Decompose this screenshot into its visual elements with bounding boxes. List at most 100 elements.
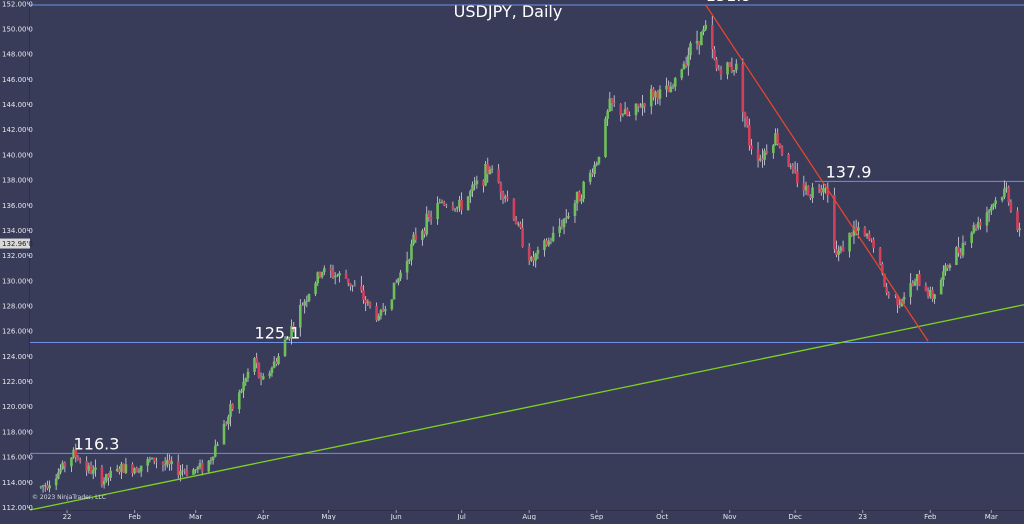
candle-body [560, 226, 564, 228]
x-tick-label: 22 [63, 513, 72, 520]
candle-body [399, 272, 402, 279]
candle-body [824, 187, 827, 189]
candle-body [974, 225, 978, 229]
candle-body [990, 206, 993, 211]
candle-body [957, 247, 960, 253]
candle-body [654, 91, 657, 98]
candle-body [322, 268, 326, 273]
candle-body [741, 63, 745, 112]
candle-body [948, 264, 952, 268]
x-tick-label: Oct [656, 513, 668, 520]
candle-body [532, 256, 535, 261]
candle-body [102, 480, 106, 485]
candle-body [440, 202, 444, 204]
candle-body [183, 470, 187, 472]
candle-body [482, 180, 485, 186]
level-label: 151.9 [706, 0, 752, 5]
candle-body [43, 484, 47, 486]
y-tick-label: 120.00'0 [2, 403, 33, 411]
candle-body [362, 290, 365, 300]
candle-body [381, 309, 385, 312]
candle-body [591, 172, 594, 175]
y-tick-label: 132.00'0 [2, 252, 33, 260]
y-tick-label: 152.00'0 [2, 0, 33, 8]
candle-body [802, 183, 806, 191]
candle-body [852, 227, 856, 236]
horizontal-levels [30, 4, 1024, 454]
candle-body [972, 225, 976, 233]
candle-body [636, 103, 640, 107]
candle-body [837, 250, 841, 255]
candle-body [115, 468, 119, 471]
candle-body [863, 227, 867, 237]
candle-body [750, 145, 753, 150]
candle-body [207, 460, 211, 472]
candle-body [475, 180, 479, 185]
candle-body [288, 337, 291, 339]
y-tick-label: 134.00'0 [2, 227, 33, 235]
candle-body [883, 273, 886, 287]
candle-body [976, 222, 980, 229]
candle-body [216, 444, 219, 446]
candle-body [867, 233, 871, 240]
candle-body [704, 24, 708, 30]
candle-body [48, 485, 51, 489]
candle-body [394, 282, 398, 284]
candle-body [817, 187, 821, 189]
candle-body [72, 449, 75, 458]
candle-body [896, 295, 899, 306]
current-price-tag: 132.96'0 [0, 238, 33, 249]
candle-body [133, 468, 136, 474]
candle-body [641, 103, 644, 108]
candle-body [787, 154, 790, 167]
candle-body [987, 210, 991, 213]
candle-body [530, 256, 533, 261]
candle-body [1003, 188, 1006, 198]
candle-body [163, 464, 167, 466]
candle-body [985, 212, 989, 226]
candle-body [732, 69, 736, 72]
candle-body [501, 192, 505, 199]
x-tick-label: Nov [723, 513, 737, 520]
candle-body [100, 467, 104, 485]
candle-body [179, 471, 182, 475]
candle-body [497, 168, 500, 183]
candle-body [606, 111, 609, 119]
candle-body [253, 357, 256, 372]
candle-body [414, 234, 418, 240]
current-price-tag-bg [0, 238, 30, 249]
candle-body [516, 223, 520, 225]
candle-body [673, 78, 677, 87]
candle-body [819, 188, 823, 193]
candle-body [407, 259, 411, 262]
candle-body [379, 309, 383, 316]
candle-body [392, 282, 396, 300]
candle-body [961, 242, 965, 256]
candle-body [222, 423, 226, 445]
candle-body [580, 198, 583, 202]
candle-body [527, 246, 531, 261]
candle-body [307, 294, 311, 302]
y-tick-label: 118.00'0 [2, 428, 33, 436]
candle-body [933, 294, 936, 299]
candle-body [597, 156, 601, 164]
candle-body [259, 377, 263, 380]
candle-body [854, 227, 858, 231]
candle-body [70, 457, 73, 467]
candle-body [1000, 197, 1004, 201]
candle-body [442, 202, 446, 205]
candle-body [776, 133, 779, 144]
candle-body [687, 55, 690, 66]
y-tick-label: 112.00'0 [2, 504, 33, 512]
candle-body [928, 290, 932, 297]
y-tick-label: 144.00'0 [2, 101, 33, 109]
candle-body [979, 222, 982, 226]
candle-body [780, 146, 784, 155]
candle-body [150, 457, 154, 460]
candle-body [61, 462, 64, 469]
candle-body [944, 265, 947, 272]
candle-body [534, 253, 538, 261]
candle-body [397, 278, 400, 283]
candle-body [656, 91, 660, 99]
